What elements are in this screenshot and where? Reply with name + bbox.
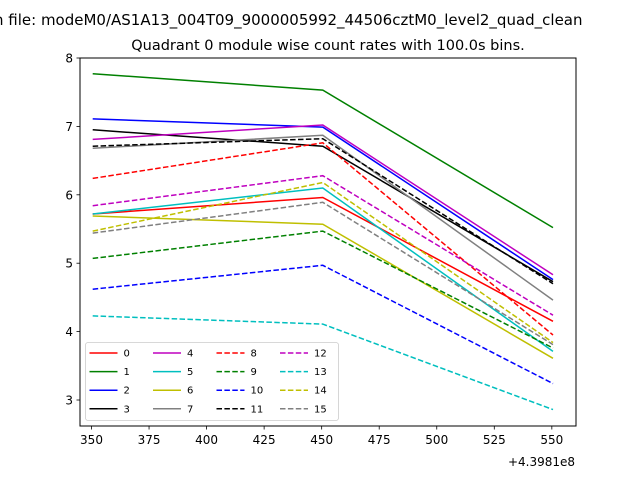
legend-label-5: 5 [187, 367, 193, 378]
x-tick-label-375: 375 [138, 433, 161, 447]
legend-label-14: 14 [314, 386, 327, 397]
legend-label-10: 10 [251, 386, 264, 397]
legend-label-9: 9 [251, 367, 257, 378]
legend-label-2: 2 [124, 386, 130, 397]
legend-label-0: 0 [124, 349, 130, 360]
legend-label-4: 4 [187, 349, 193, 360]
legend-label-1: 1 [124, 367, 130, 378]
x-tick-label-450: 450 [310, 433, 333, 447]
y-axis: 3 4 5 6 7 8 [65, 52, 80, 408]
y-tick-label-8: 8 [65, 52, 73, 66]
legend-label-3: 3 [124, 404, 130, 415]
plot-frame [79, 57, 577, 427]
legend-label-12: 12 [314, 349, 327, 360]
y-tick-label-5: 5 [65, 257, 73, 271]
y-tick-label-7: 7 [65, 120, 73, 134]
x-tick-label-425: 425 [253, 433, 276, 447]
x-tick-label-500: 500 [425, 433, 448, 447]
series-line-14 [92, 181, 554, 344]
figure-suptitle: n file: modeM0/AS1A13_004T09_9000005992_… [0, 11, 583, 30]
x-tick-label-475: 475 [368, 433, 391, 447]
legend-label-6: 6 [187, 386, 193, 397]
legend-box [85, 342, 339, 421]
series-layer [92, 72, 554, 411]
x-tick-label-550: 550 [540, 433, 563, 447]
legend-label-13: 13 [314, 367, 327, 378]
legend-label-11: 11 [251, 404, 264, 415]
legend-label-7: 7 [187, 404, 193, 415]
x-axis-offset-label: +4.3981e8 [508, 455, 575, 469]
legend-label-8: 8 [251, 349, 257, 360]
y-tick-label-3: 3 [65, 394, 73, 408]
chart-title: Quadrant 0 module wise count rates with … [131, 38, 525, 54]
legend-label-15: 15 [314, 404, 327, 415]
x-tick-label-350: 350 [80, 433, 103, 447]
y-tick-label-4: 4 [65, 325, 73, 339]
x-tick-label-400: 400 [195, 433, 218, 447]
y-tick-label-6: 6 [65, 188, 73, 202]
x-axis: 350 375 400 425 450 475 500 525 550 [80, 426, 563, 447]
x-tick-label-525: 525 [483, 433, 506, 447]
